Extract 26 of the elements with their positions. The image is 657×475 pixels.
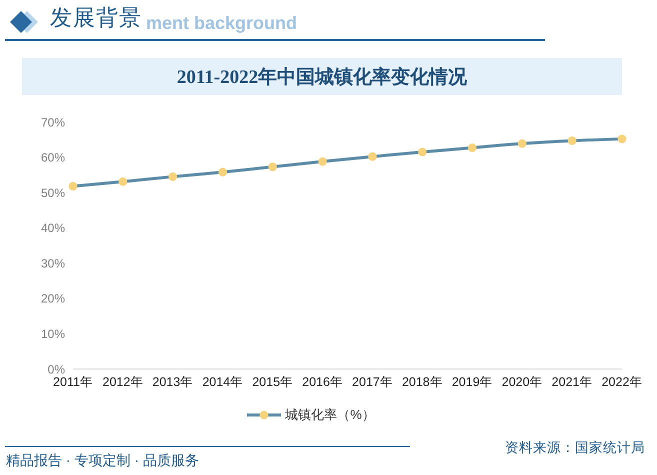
- x-tick-label: 2017年: [352, 374, 393, 389]
- y-tick-label: 40%: [40, 221, 66, 236]
- text: 资料来源：国家统计局: [505, 440, 645, 456]
- x-tick-label: 2019年: [452, 374, 493, 389]
- x-tick-label: 2020年: [502, 374, 543, 389]
- y-tick-label: 0%: [48, 362, 66, 376]
- y-tick-label: 10%: [40, 326, 66, 341]
- chart-title: 2011-2022年中国城镇化率变化情况: [176, 66, 468, 90]
- text: 精品报告 · 专项定制 · 品质服务: [6, 452, 199, 469]
- y-tick-label: 30%: [40, 256, 66, 270]
- x-tick-label: 2013年: [152, 374, 194, 389]
- text: 发展背景: [50, 5, 142, 32]
- y-tick-label: 60%: [40, 150, 66, 165]
- x-tick-label: 2022年: [602, 374, 642, 389]
- legend-label: 城镇化率（%）: [285, 406, 375, 424]
- y-tick-label: 70%: [40, 115, 66, 130]
- x-tick-label: 2011年: [53, 374, 93, 389]
- x-tick-label: 2018年: [402, 374, 443, 389]
- y-tick-label: 20%: [40, 292, 66, 306]
- y-tick-label: 50%: [40, 186, 66, 200]
- x-tick-label: 2014年: [202, 374, 244, 389]
- text: ment background: [146, 13, 298, 35]
- x-tick-label: 2021年: [552, 374, 592, 389]
- x-tick-label: 2012年: [102, 374, 144, 389]
- x-tick-label: 2015年: [252, 374, 294, 389]
- x-tick-label: 2016年: [302, 374, 343, 389]
